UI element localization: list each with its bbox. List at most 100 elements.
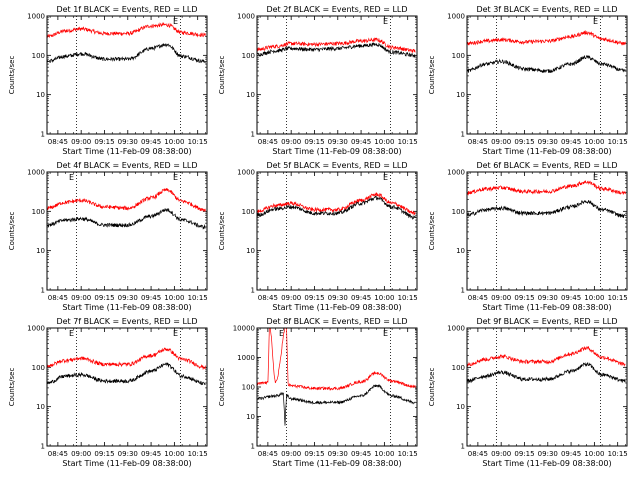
- panel-5: Det 5f BLACK = Events, RED = LLD Counts/s…: [218, 161, 418, 312]
- x-tick-label: 10:00: [374, 450, 394, 458]
- y-tick-label: 10: [36, 91, 45, 99]
- x-tick-label: 08:45: [468, 138, 488, 146]
- panel-7: Det 7f BLACK = Events, RED = LLD Counts/s…: [8, 317, 208, 468]
- y-tick-label: 1: [251, 287, 255, 295]
- x-tick-label: 10:15: [188, 138, 208, 146]
- panel-9: Det 9f BLACK = Events, RED = LLD Counts/s…: [428, 317, 628, 468]
- series-black-line: [467, 54, 626, 74]
- y-tick-label: 1: [251, 443, 255, 451]
- x-tick-label: 09:15: [94, 294, 114, 302]
- panel-title: Det 1f BLACK = Events, RED = LLD: [56, 5, 197, 14]
- plot-frame: [46, 171, 208, 291]
- y-tick-label: 1000: [27, 13, 45, 21]
- x-tick-label: 10:15: [608, 450, 628, 458]
- y-tick-label: 10: [36, 247, 45, 255]
- panel-title: Det 7f BLACK = Events, RED = LLD: [56, 317, 197, 326]
- y-tick-label: 100: [32, 52, 45, 60]
- panel-1: Det 1f BLACK = Events, RED = LLD Counts/s…: [8, 5, 208, 156]
- x-tick-label: 09:00: [281, 294, 301, 302]
- y-tick-label: 1: [41, 131, 45, 139]
- y-axis-label: Counts/sec: [218, 212, 226, 251]
- y-tick-label: 10: [36, 403, 45, 411]
- x-tick-label: 09:15: [514, 294, 534, 302]
- x-tick-label: 10:00: [584, 138, 604, 146]
- series-black-line: [47, 43, 206, 64]
- x-tick-label: 09:15: [94, 450, 114, 458]
- x-tick-label: 09:30: [328, 294, 348, 302]
- x-axis-label: Start Time (11-Feb-09 08:38:00): [482, 303, 611, 312]
- y-tick-label: 1000: [447, 169, 465, 177]
- y-tick-label: 1000: [447, 13, 465, 21]
- series-red-line: [467, 345, 626, 367]
- event-marker-label: E: [383, 17, 388, 26]
- panel-6: Det 6f BLACK = Events, RED = LLD Counts/s…: [428, 161, 628, 312]
- event-marker-label: E: [383, 329, 388, 338]
- x-tick-label: 09:45: [561, 450, 581, 458]
- x-tick-label: 09:15: [514, 138, 534, 146]
- plot-frame: [466, 327, 628, 447]
- y-tick-label: 100: [32, 208, 45, 216]
- y-axis-label: Counts/sec: [8, 212, 16, 251]
- x-tick-label: 09:30: [118, 138, 138, 146]
- x-tick-label: 09:45: [141, 138, 161, 146]
- y-axis-label: Counts/sec: [428, 368, 436, 407]
- y-tick-label: 10000: [233, 325, 255, 333]
- x-tick-label: 10:00: [164, 450, 184, 458]
- y-axis-label: Counts/sec: [428, 56, 436, 95]
- y-tick-label: 100: [242, 384, 255, 392]
- y-tick-label: 100: [452, 364, 465, 372]
- x-tick-label: 09:15: [304, 450, 324, 458]
- y-axis-label: Counts/sec: [218, 368, 226, 407]
- y-axis-label: Counts/sec: [8, 56, 16, 95]
- y-tick-label: 1000: [447, 325, 465, 333]
- x-tick-label: 09:45: [141, 294, 161, 302]
- series-black-line: [257, 195, 416, 221]
- panel-2: Det 2f BLACK = Events, RED = LLD Counts/s…: [218, 5, 418, 156]
- y-tick-label: 1: [461, 287, 465, 295]
- y-tick-label: 1: [41, 287, 45, 295]
- x-tick-label: 09:00: [281, 138, 301, 146]
- x-tick-label: 10:15: [188, 450, 208, 458]
- plot-frame: [46, 327, 208, 447]
- event-marker-label: E: [69, 329, 74, 338]
- x-axis-label: Start Time (11-Feb-09 08:38:00): [62, 147, 191, 156]
- series-black-line: [257, 383, 416, 426]
- panel-title: Det 9f BLACK = Events, RED = LLD: [476, 317, 617, 326]
- x-tick-label: 09:00: [71, 294, 91, 302]
- y-tick-label: 10: [456, 403, 465, 411]
- x-tick-label: 09:45: [351, 294, 371, 302]
- y-axis-label: Counts/sec: [8, 368, 16, 407]
- x-axis-label: Start Time (11-Feb-09 08:38:00): [272, 147, 401, 156]
- x-tick-label: 09:15: [304, 294, 324, 302]
- panel-4: Det 4f BLACK = Events, RED = LLD Counts/s…: [8, 161, 208, 312]
- x-tick-label: 09:00: [71, 138, 91, 146]
- x-tick-label: 09:45: [561, 138, 581, 146]
- y-tick-label: 1000: [237, 13, 255, 21]
- event-marker-label: E: [593, 329, 598, 338]
- x-tick-label: 09:30: [538, 450, 558, 458]
- series-red-line: [257, 192, 416, 216]
- series-red-line: [257, 328, 416, 391]
- series-red-line: [47, 188, 206, 213]
- x-tick-label: 09:30: [328, 450, 348, 458]
- y-tick-label: 1000: [237, 354, 255, 362]
- x-tick-label: 09:45: [351, 138, 371, 146]
- x-tick-label: 08:45: [258, 294, 278, 302]
- x-tick-label: 10:15: [608, 294, 628, 302]
- x-tick-label: 09:00: [491, 450, 511, 458]
- x-tick-label: 09:45: [561, 294, 581, 302]
- x-axis-label: Start Time (11-Feb-09 08:38:00): [272, 303, 401, 312]
- y-tick-label: 10: [246, 413, 255, 421]
- x-tick-label: 09:45: [351, 450, 371, 458]
- plot-frame: [466, 171, 628, 291]
- plot-frame: [466, 15, 628, 135]
- x-tick-label: 09:30: [118, 294, 138, 302]
- panel-8: Det 8f BLACK = Events, RED = LLD Counts/s…: [218, 317, 418, 468]
- x-tick-label: 08:45: [48, 138, 68, 146]
- series-black-line: [47, 362, 206, 386]
- y-tick-label: 10: [456, 91, 465, 99]
- y-tick-label: 100: [452, 208, 465, 216]
- x-tick-label: 10:00: [584, 450, 604, 458]
- x-tick-label: 09:00: [491, 294, 511, 302]
- y-tick-label: 1: [251, 131, 255, 139]
